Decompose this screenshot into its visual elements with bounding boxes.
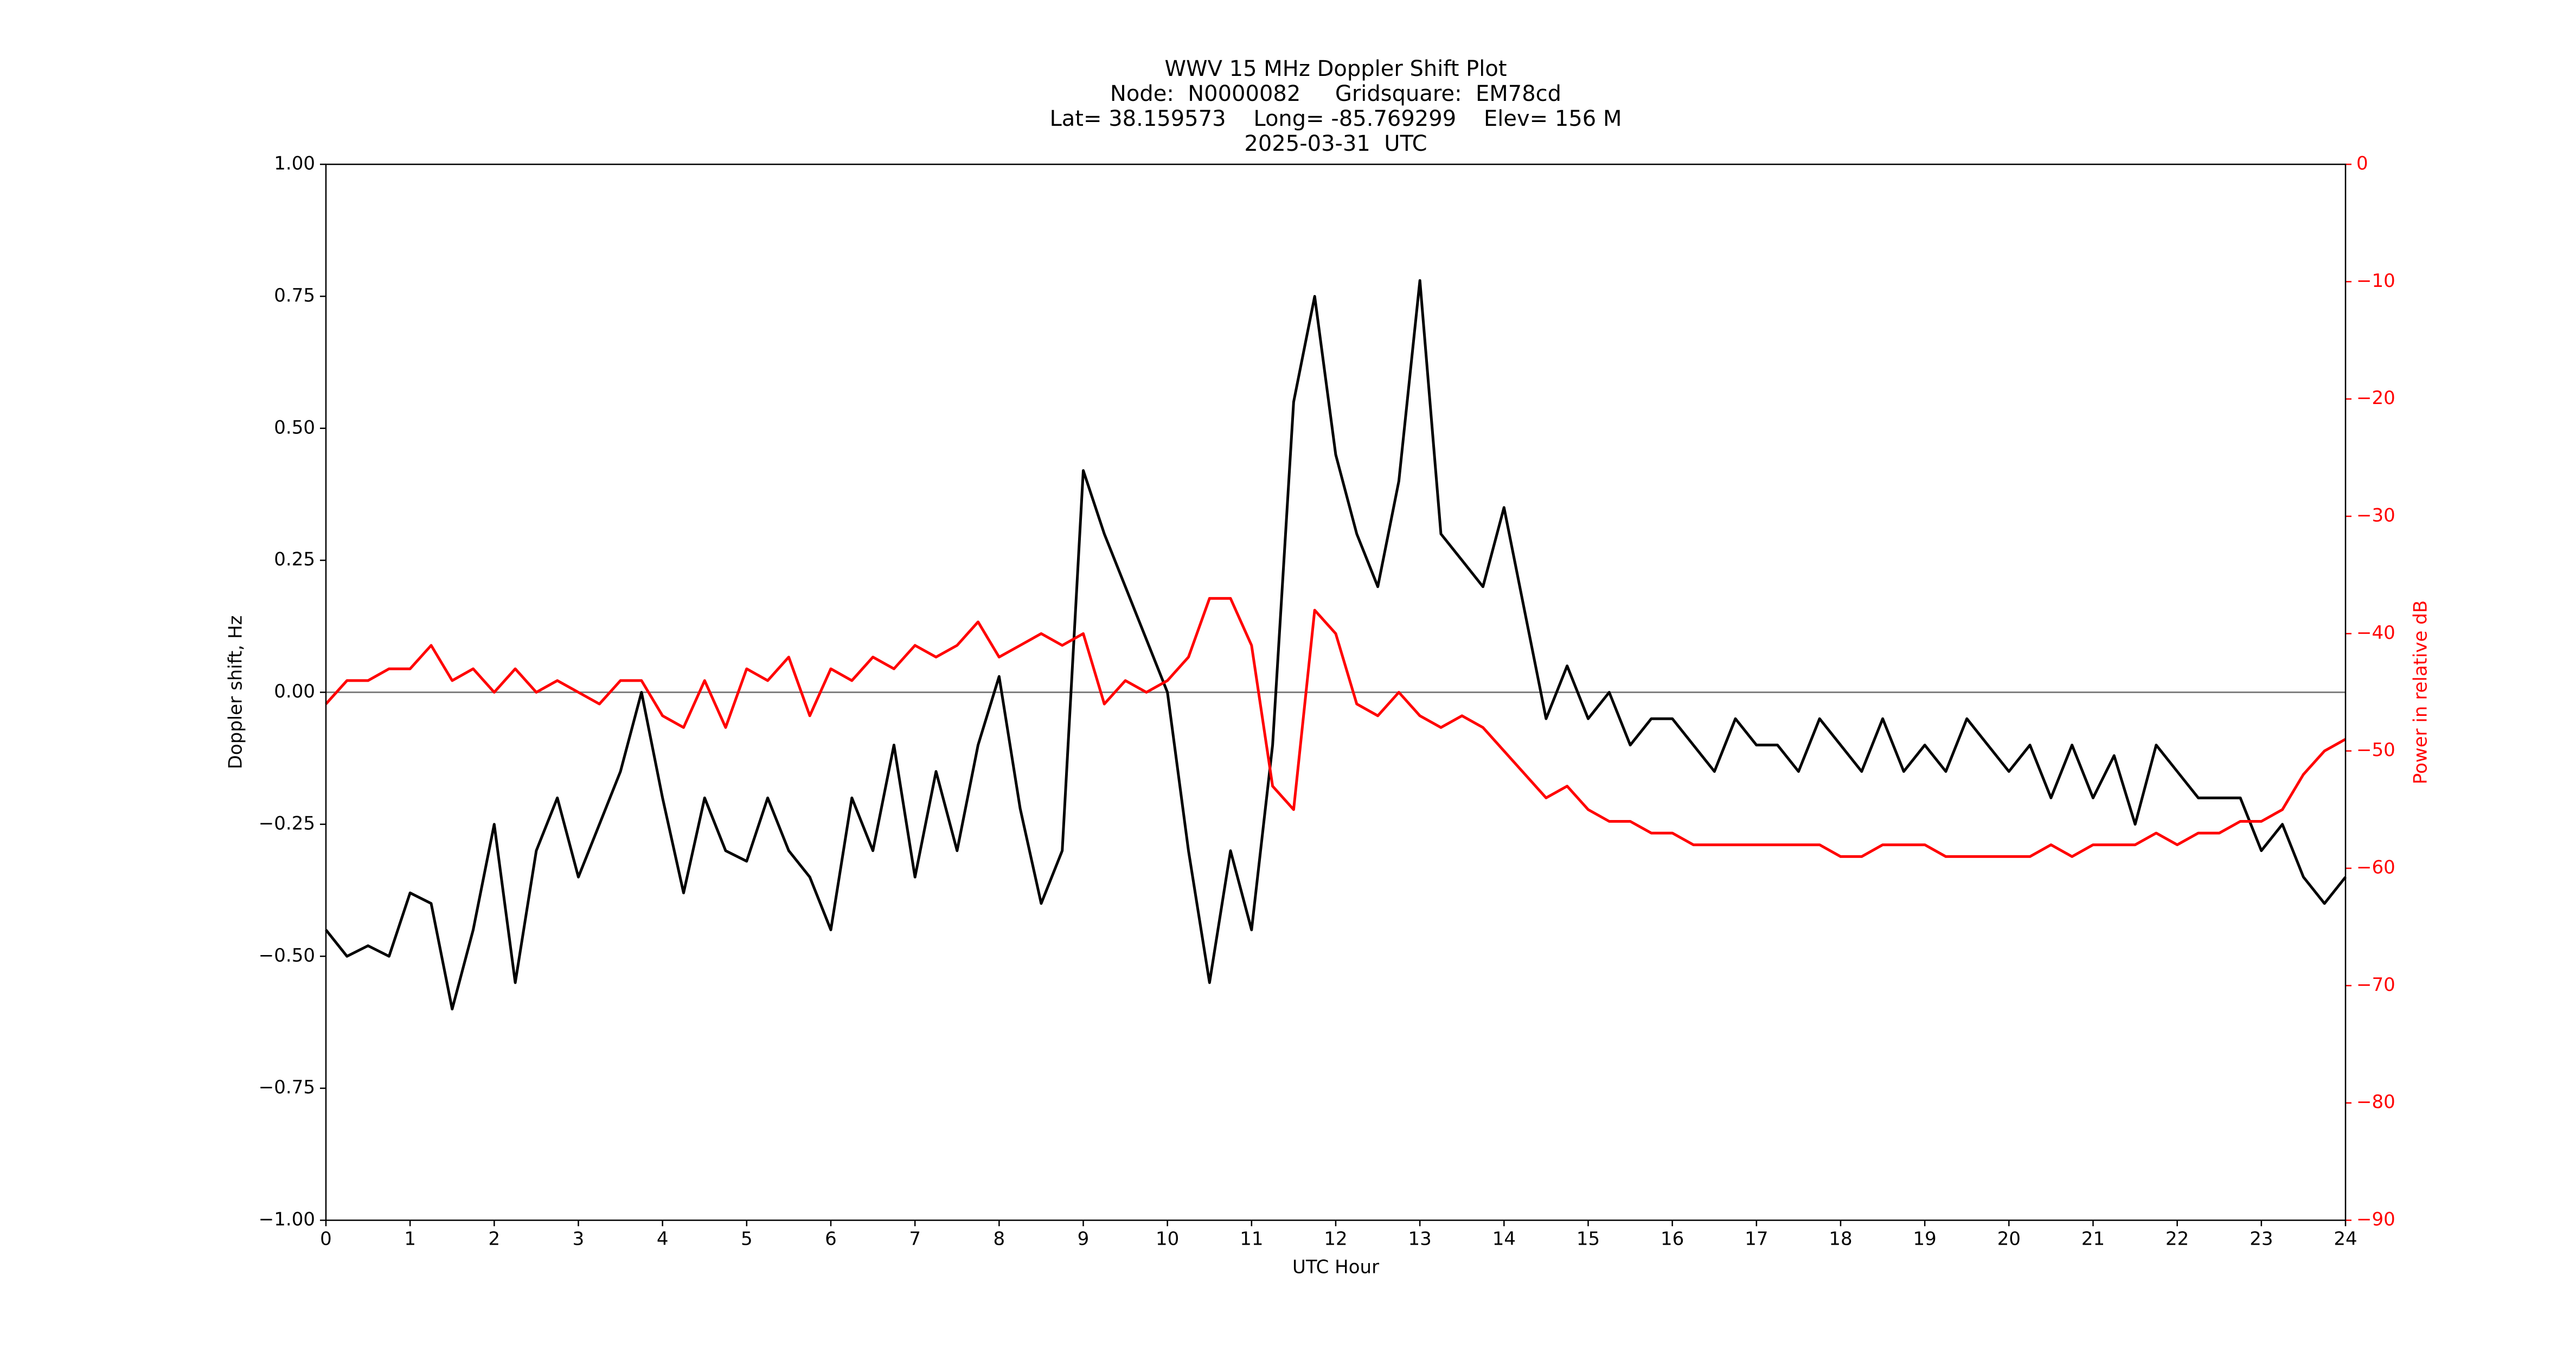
chart-title: 2025-03-31 UTC: [1244, 131, 1427, 156]
x-tick-label: 12: [1324, 1228, 1347, 1250]
x-tick-label: 14: [1492, 1228, 1516, 1250]
y-tick-label: 0.00: [274, 681, 315, 702]
y-tick-label: −0.25: [259, 812, 315, 834]
x-tick-label: 15: [1577, 1228, 1600, 1250]
y-tick-label: 1.00: [274, 153, 315, 175]
y-tick-label: −1.00: [259, 1209, 315, 1231]
y-tick-label: 0.25: [274, 549, 315, 571]
plot-frame: [325, 163, 2347, 1221]
x-tick-label: 5: [741, 1228, 753, 1250]
y2-tick-label: −50: [2356, 739, 2395, 761]
x-tick-label: 13: [1408, 1228, 1432, 1250]
x-tick-label: 18: [1829, 1228, 1852, 1250]
x-tick-label: 22: [2165, 1228, 2189, 1250]
x-tick-label: 7: [909, 1228, 921, 1250]
chart-title: WWV 15 MHz Doppler Shift Plot: [1164, 56, 1507, 81]
y2-tick-label: −60: [2356, 857, 2395, 879]
chart-title: Node: N0000082 Gridsquare: EM78cd: [1110, 81, 1561, 106]
y-tick-label: 0.75: [274, 285, 315, 306]
y2-tick-label: −10: [2356, 270, 2395, 292]
x-tick-label: 6: [825, 1228, 837, 1250]
x-tick-label: 11: [1240, 1228, 1263, 1250]
x-tick-label: 24: [2334, 1228, 2357, 1250]
y2-axis-label: Power in relative dB: [2410, 600, 2432, 784]
y-axis-label: Doppler shift, Hz: [225, 616, 247, 770]
series-line: [325, 279, 2347, 1011]
x-tick-label: 0: [320, 1228, 332, 1250]
x-tick-label: 8: [994, 1228, 1005, 1250]
x-axis-label: UTC Hour: [1292, 1257, 1379, 1278]
y2-tick-label: −70: [2356, 974, 2395, 996]
x-tick-label: 9: [1078, 1228, 1090, 1250]
x-tick-label: 19: [1913, 1228, 1937, 1250]
x-tick-label: 2: [489, 1228, 501, 1250]
y2-tick-label: −20: [2356, 387, 2395, 409]
series-line: [325, 597, 2347, 858]
x-tick-label: 21: [2081, 1228, 2105, 1250]
chart-title: Lat= 38.159573 Long= -85.769299 Elev= 15…: [1050, 106, 1622, 131]
x-tick-label: 23: [2250, 1228, 2273, 1250]
y-tick-label: 0.50: [274, 417, 315, 438]
y-tick-label: −0.50: [259, 945, 315, 966]
y2-tick-label: 0: [2356, 153, 2368, 175]
y2-tick-label: −80: [2356, 1091, 2395, 1113]
y2-tick-label: −40: [2356, 622, 2395, 644]
x-tick-label: 10: [1156, 1228, 1179, 1250]
y2-tick-label: −30: [2356, 505, 2395, 527]
x-tick-label: 1: [404, 1228, 416, 1250]
x-tick-label: 20: [1997, 1228, 2021, 1250]
x-tick-label: 3: [573, 1228, 585, 1250]
x-tick-label: 16: [1661, 1228, 1684, 1250]
x-tick-label: 17: [1745, 1228, 1768, 1250]
x-tick-label: 4: [657, 1228, 669, 1250]
y2-tick-label: −90: [2356, 1209, 2395, 1231]
y-tick-label: −0.75: [259, 1077, 315, 1098]
